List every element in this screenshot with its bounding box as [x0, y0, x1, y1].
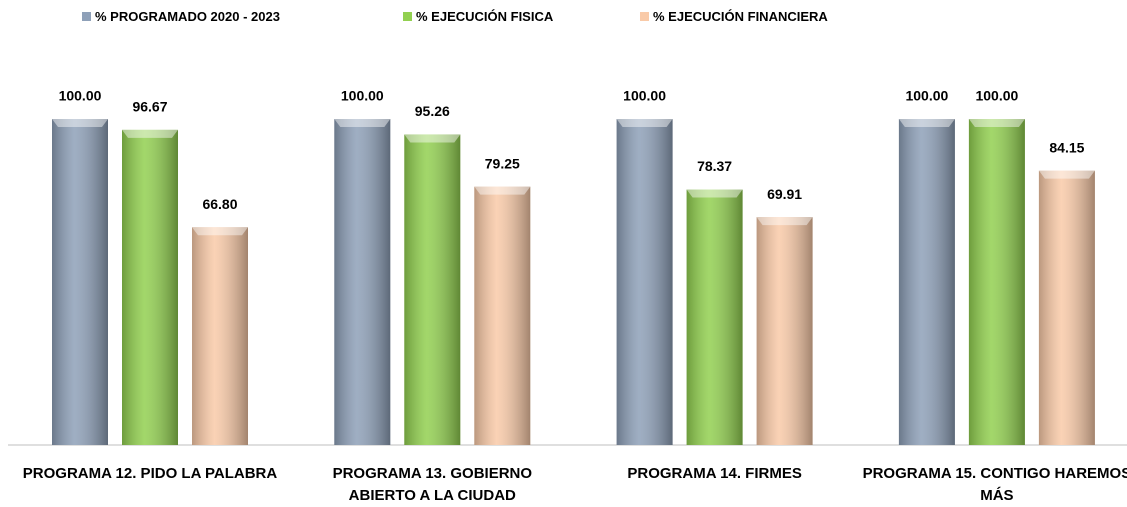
x-tick-label: PROGRAMA 14. FIRMES — [627, 465, 802, 482]
bar-bevel — [686, 189, 743, 198]
bar-bevel — [192, 227, 248, 236]
bar-shade — [192, 227, 248, 445]
bar-bevel — [616, 119, 673, 127]
legend-item: % EJECUCIÓN FISICA — [403, 9, 553, 24]
bar-shade — [404, 134, 461, 445]
bar-bevel — [968, 119, 1025, 127]
value-label: 96.67 — [132, 99, 167, 115]
value-label: 100.00 — [59, 88, 102, 104]
value-label: 100.00 — [975, 88, 1018, 104]
bar-bevel — [1038, 170, 1095, 179]
bar-shade — [122, 129, 178, 445]
value-label: 84.15 — [1049, 139, 1084, 155]
legend-label: % EJECUCIÓN FINANCIERA — [653, 9, 828, 24]
bar-shade — [616, 119, 673, 445]
value-label: 66.80 — [202, 196, 237, 212]
bar-bevel — [334, 119, 391, 127]
legend-swatch — [82, 12, 91, 21]
bar-bevel — [898, 119, 955, 127]
bar-shade — [474, 186, 531, 445]
x-tick-label: PROGRAMA 15. CONTIGO HAREMOS MÁS — [862, 465, 1127, 504]
legend-item: % PROGRAMADO 2020 - 2023 — [82, 9, 280, 24]
legend-item: % EJECUCIÓN FINANCIERA — [640, 9, 828, 24]
x-tick-label: PROGRAMA 13. GOBIERNO ABIERTO A LA CIUDA… — [332, 465, 533, 504]
value-label: 100.00 — [905, 88, 948, 104]
legend-swatch — [640, 12, 649, 21]
x-tick-label: PROGRAMA 12. PIDO LA PALABRA — [22, 465, 278, 482]
bar-shade — [756, 217, 813, 445]
value-label: 78.37 — [697, 158, 732, 174]
bar-bevel — [52, 119, 108, 127]
legend-label: % PROGRAMADO 2020 - 2023 — [95, 9, 280, 24]
value-label: 100.00 — [341, 88, 384, 104]
bar-bevel — [404, 134, 461, 143]
bar-shade — [334, 119, 391, 445]
value-label: 100.00 — [623, 88, 666, 104]
bar-shade — [52, 119, 108, 445]
value-label: 79.25 — [485, 155, 520, 171]
bar-bevel — [122, 129, 178, 138]
legend-swatch — [403, 12, 412, 21]
legend-label: % EJECUCIÓN FISICA — [416, 9, 554, 24]
value-label: 69.91 — [767, 186, 802, 202]
bar-bevel — [474, 186, 531, 195]
value-label: 95.26 — [415, 103, 450, 119]
bar-shade — [898, 119, 955, 445]
bar-shade — [1038, 170, 1095, 445]
bar-shade — [686, 189, 743, 445]
bar-bevel — [756, 217, 813, 226]
bar-shade — [968, 119, 1025, 445]
